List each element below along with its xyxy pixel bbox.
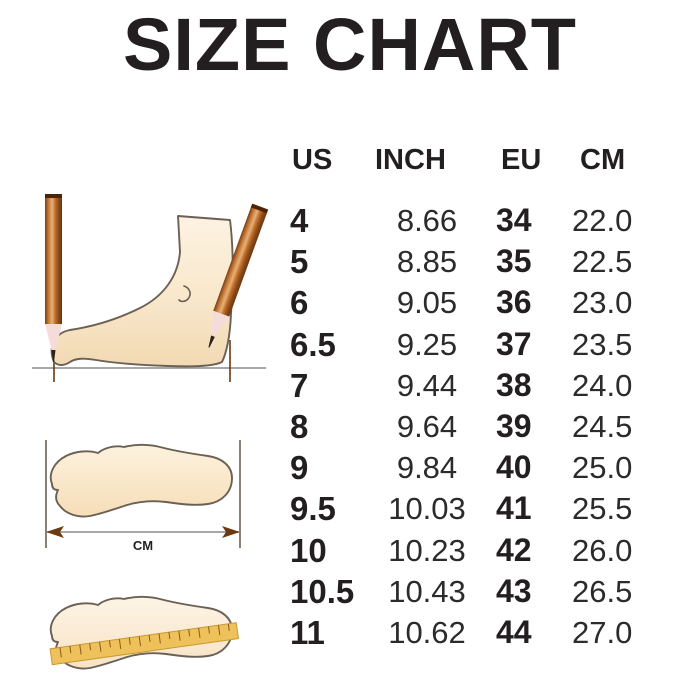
column-header-cm: CM	[580, 144, 626, 176]
size-table: US INCH EU CM 4 8.66 34 22.0 5 8.85 35 22.5 6 9.0…	[282, 140, 682, 685]
illustrations-column: CM	[18, 190, 280, 690]
cell-cm: 24.0	[572, 367, 633, 403]
footprint-tape-illustration	[18, 580, 280, 690]
cell-cm: 22.0	[572, 203, 633, 238]
cell-us: 10	[290, 531, 327, 569]
footprint-outline	[49, 443, 233, 518]
cell-cm: 24.5	[572, 408, 633, 444]
cell-cm: 25.0	[572, 450, 633, 486]
cell-eu: 42	[496, 531, 532, 568]
cell-eu: 39	[496, 407, 532, 444]
table-row: 10 10.23 42 26.0	[282, 532, 682, 573]
column-header-us: US	[292, 144, 333, 176]
cell-eu: 36	[496, 284, 532, 321]
cell-inch: 9.64	[396, 408, 458, 444]
pencil-left-icon	[45, 194, 62, 362]
pencil-right-icon	[208, 203, 269, 348]
foot-side-view-illustration	[18, 190, 280, 390]
cell-us: 7	[290, 366, 309, 404]
table-rows: 4 8.66 34 22.0 5 8.85 35 22.5 6 9.05 36 23.0 6.5 9.25…	[282, 202, 682, 655]
cell-cm: 27.0	[572, 614, 633, 650]
cell-cm: 25.5	[572, 491, 633, 527]
cell-us: 6	[290, 284, 309, 322]
table-row: 9.5 10.03 41 25.5	[282, 490, 682, 531]
table-row: 6.5 9.25 37 23.5	[282, 326, 682, 367]
table-row: 10.5 10.43 43 26.5	[282, 573, 682, 614]
page-title: SIZE CHART	[123, 3, 577, 86]
table-header-row: US INCH EU CM	[282, 140, 682, 202]
table-row: 9 9.84 40 25.0	[282, 449, 682, 490]
cell-us: 9.5	[290, 490, 336, 528]
column-header-eu: EU	[501, 144, 542, 176]
cell-cm: 26.0	[572, 532, 633, 568]
cell-inch: 10.03	[388, 491, 466, 527]
cm-dimension-line	[46, 526, 240, 538]
cell-inch: 9.44	[396, 367, 458, 403]
cell-inch: 10.23	[388, 532, 466, 568]
cell-cm: 22.5	[572, 244, 633, 280]
table-row: 4 8.66 34 22.0	[282, 202, 682, 243]
cell-us: 6.5	[290, 325, 336, 363]
table-row: 5 8.85 35 22.5	[282, 243, 682, 284]
cell-inch: 9.25	[396, 326, 458, 362]
cm-dimension-label: CM	[133, 538, 153, 553]
cell-cm: 23.5	[572, 326, 633, 362]
table-row: 8 9.64 39 24.5	[282, 408, 682, 449]
column-header-inch: INCH	[375, 144, 446, 176]
table-row: 7 9.44 38 24.0	[282, 367, 682, 408]
table-row: 11 10.62 44 27.0	[282, 614, 682, 655]
cell-us: 4	[290, 202, 309, 239]
cell-cm: 26.5	[572, 573, 633, 609]
cell-inch: 9.05	[396, 285, 458, 321]
cell-eu: 35	[496, 243, 532, 280]
measuring-tape-icon	[49, 622, 240, 666]
ankle-bone-mark	[178, 285, 191, 303]
cell-us: 5	[290, 243, 309, 281]
cell-eu: 41	[496, 490, 532, 527]
foot-outline	[50, 215, 234, 368]
table-row: 6 9.05 36 23.0	[282, 284, 682, 325]
cell-cm: 23.0	[572, 285, 633, 321]
cell-us: 10.5	[290, 572, 355, 610]
cell-eu: 44	[496, 613, 532, 650]
cell-us: 8	[290, 407, 309, 445]
cell-eu: 34	[496, 202, 532, 238]
cell-us: 11	[290, 613, 325, 651]
cell-eu: 38	[496, 366, 532, 403]
cell-eu: 40	[496, 449, 532, 486]
cell-eu: 37	[496, 325, 532, 362]
dimension-extension-lines	[45, 440, 241, 548]
cell-inch: 8.85	[396, 244, 458, 280]
footprint-dimension-illustration: CM	[18, 422, 280, 557]
cell-us: 9	[290, 449, 309, 487]
cell-inch: 9.84	[396, 450, 458, 486]
cell-inch: 10.62	[388, 614, 466, 650]
cell-inch: 10.43	[388, 573, 466, 609]
cell-eu: 43	[496, 572, 532, 609]
cell-inch: 8.66	[396, 203, 458, 238]
